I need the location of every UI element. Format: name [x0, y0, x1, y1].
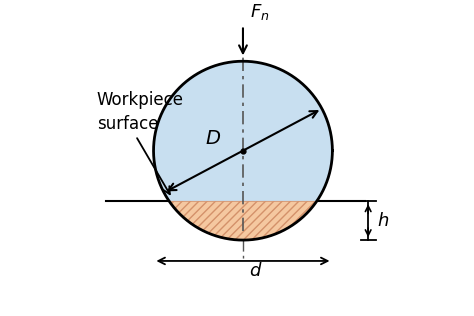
Text: $F_n$: $F_n$ — [249, 3, 269, 22]
Text: $d$: $d$ — [249, 263, 263, 280]
Polygon shape — [154, 61, 332, 201]
Text: $h$: $h$ — [377, 212, 389, 230]
Polygon shape — [169, 201, 317, 240]
Text: $D$: $D$ — [205, 130, 221, 148]
Text: Workpiece
surface: Workpiece surface — [97, 91, 184, 133]
